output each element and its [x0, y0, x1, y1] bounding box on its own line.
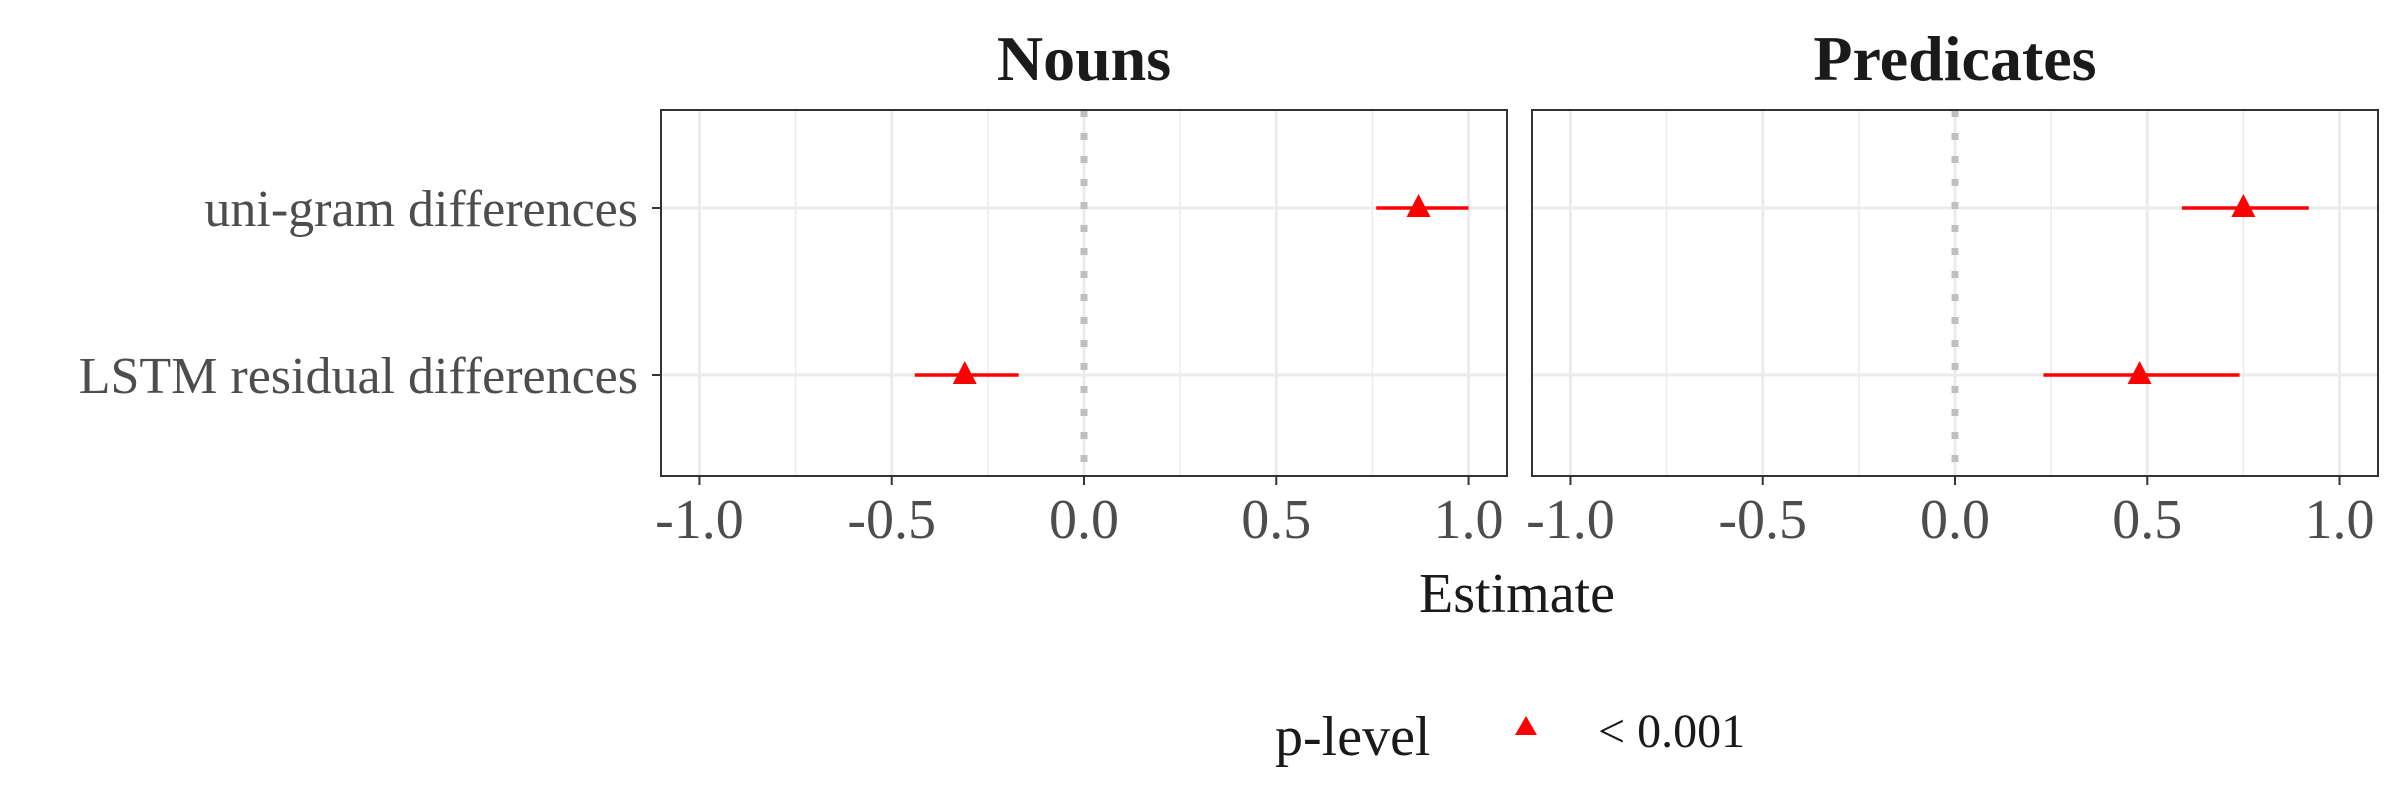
x-tick-label: 0.5	[2112, 489, 2182, 551]
x-tick-label: 0.0	[1920, 489, 1990, 551]
point-triangle	[2127, 361, 2152, 384]
x-tick-label: -1.0	[655, 489, 744, 551]
legend-label: < 0.001	[1598, 705, 1745, 758]
legend: p-level < 0.001	[1275, 705, 1745, 768]
legend-marker-triangle	[1515, 716, 1537, 735]
legend-title: p-level	[1275, 706, 1430, 768]
point-triangle	[952, 361, 977, 384]
x-tick-label: 1.0	[2305, 489, 2375, 551]
x-tick-label: -1.0	[1526, 489, 1615, 551]
grid-layer	[661, 110, 2378, 476]
panel-title: Predicates	[1813, 23, 2096, 94]
point-triangle	[1406, 194, 1431, 217]
x-tick-label: 0.0	[1049, 489, 1119, 551]
x-axis-title: Estimate	[1419, 563, 1615, 625]
x-tick-label: -0.5	[847, 489, 936, 551]
point-triangle	[2231, 194, 2256, 217]
panel-title: Nouns	[997, 23, 1171, 94]
y-tick-label: LSTM residual differences	[79, 348, 638, 405]
x-tick-label: 1.0	[1434, 489, 1504, 551]
x-tick-label: -0.5	[1718, 489, 1807, 551]
reference-line-layer	[1080, 110, 1959, 476]
marks-layer	[914, 194, 2309, 384]
axes-layer: uni-gram differences LSTM residual differ…	[79, 181, 2375, 551]
y-tick-label: uni-gram differences	[204, 181, 638, 238]
x-tick-label: 0.5	[1241, 489, 1311, 551]
titles-layer: Nouns Predicates	[997, 23, 2097, 94]
